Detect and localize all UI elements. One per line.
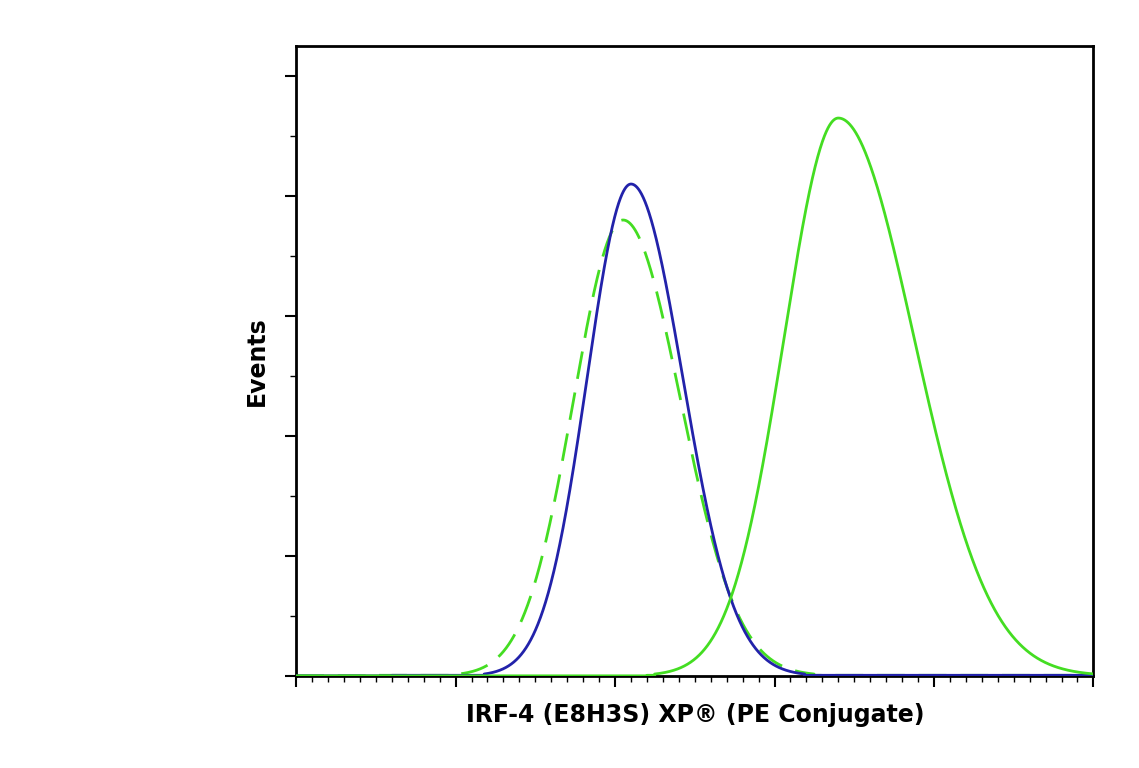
Y-axis label: Events: Events (245, 316, 269, 406)
X-axis label: IRF-4 (E8H3S) XP® (PE Conjugate): IRF-4 (E8H3S) XP® (PE Conjugate) (466, 703, 924, 727)
